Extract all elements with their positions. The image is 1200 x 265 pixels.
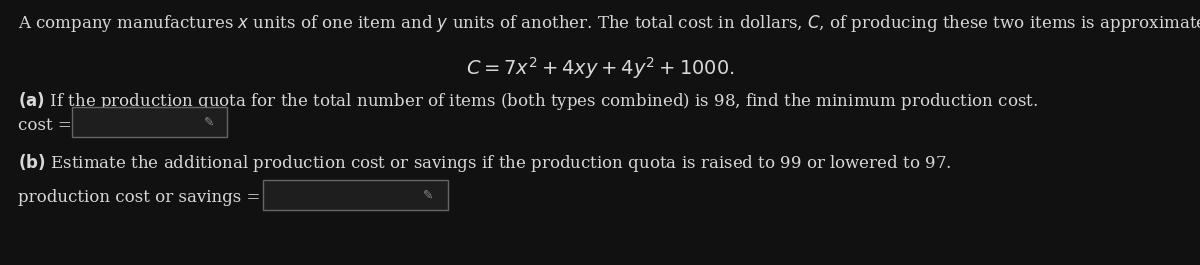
Text: ✎: ✎ bbox=[422, 188, 433, 201]
Text: A company manufactures $x$ units of one item and $y$ units of another. The total: A company manufactures $x$ units of one … bbox=[18, 13, 1200, 34]
Text: $C = 7x^2 + 4xy + 4y^2 + 1000.$: $C = 7x^2 + 4xy + 4y^2 + 1000.$ bbox=[466, 55, 734, 81]
FancyBboxPatch shape bbox=[263, 180, 448, 210]
Text: ✎: ✎ bbox=[204, 116, 215, 129]
Text: cost =: cost = bbox=[18, 117, 72, 134]
Text: production cost or savings =: production cost or savings = bbox=[18, 189, 260, 206]
FancyBboxPatch shape bbox=[72, 107, 227, 137]
Text: $\mathbf{(b)}$ Estimate the additional production cost or savings if the product: $\mathbf{(b)}$ Estimate the additional p… bbox=[18, 152, 952, 174]
Text: $\mathbf{(a)}$ If the production quota for the total number of items (both types: $\mathbf{(a)}$ If the production quota f… bbox=[18, 90, 1038, 112]
